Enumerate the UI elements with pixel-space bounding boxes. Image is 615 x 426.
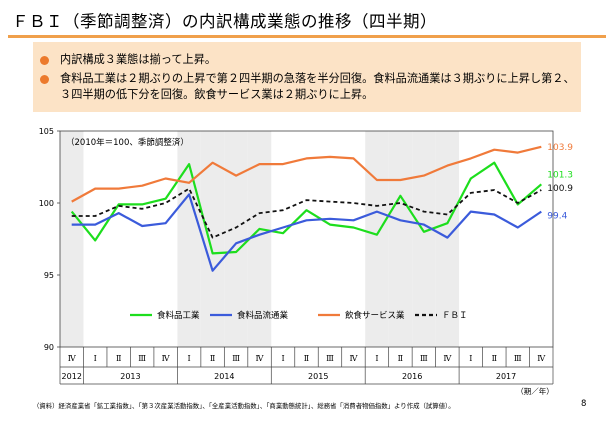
x-tick-label: Ⅱ [116, 354, 121, 363]
y-tick-label: 90 [44, 343, 54, 352]
y-tick-label: 105 [39, 127, 54, 136]
x-tick-label: Ⅱ [398, 354, 403, 363]
summary-box [33, 42, 581, 112]
summary-bullet: 内訳構成３業態は揃って上昇。 [40, 52, 580, 68]
x-axis-title: （期／年） [516, 386, 554, 396]
shaded-band [365, 131, 389, 347]
y-tick-label: 100 [39, 199, 54, 208]
shaded-band [412, 131, 436, 347]
year-label: 2014 [214, 372, 234, 381]
x-tick-label: Ⅳ [537, 354, 546, 363]
shaded-band [224, 131, 248, 347]
source-footnote: （資料）経済産業省「鉱工業指数」、「第３次産業活動指数」、「全産業活動指数」、「… [33, 402, 455, 410]
shaded-band [435, 131, 460, 347]
x-tick-label: Ⅲ [514, 354, 522, 363]
x-tick-label: Ⅲ [326, 354, 334, 363]
x-tick-label: Ⅰ [281, 354, 284, 363]
plot-frame [59, 130, 554, 348]
title-underline [8, 35, 606, 38]
x-tick-label: Ⅰ [375, 354, 378, 363]
year-label: 2013 [120, 372, 140, 381]
shaded-band [247, 131, 272, 347]
year-label: 2016 [402, 372, 422, 381]
x-tick-label: Ⅰ [188, 354, 191, 363]
shaded-band [388, 131, 413, 347]
year-label: 2012 [62, 372, 82, 381]
page-number: 8 [581, 399, 587, 409]
bullet-text: 食料品工業は２期ぶりの上昇で第２四半期の急落を半分回復。食料品流通業は３期ぶりに… [60, 72, 575, 101]
x-tick-label: Ⅲ [232, 354, 240, 363]
series-line [71, 187, 542, 239]
bullet-dot-icon [40, 75, 49, 84]
legend-label: 飲食サービス業 [345, 310, 405, 321]
legend-label: 食料品工業 [157, 310, 200, 321]
x-tick-label: Ⅳ [162, 354, 171, 363]
x-tick-label: Ⅲ [138, 354, 146, 363]
x-tick-label: Ⅱ [210, 354, 215, 363]
end-value-label: 103.9 [547, 143, 573, 153]
x-tick-label: Ⅳ [68, 354, 77, 363]
legend-label: ＦＢＩ [442, 311, 468, 321]
end-value-label: 101.3 [547, 170, 573, 180]
shaded-band [200, 131, 225, 347]
y-tick-label: 95 [44, 271, 54, 280]
end-value-label: 100.9 [547, 184, 573, 194]
year-label: 2015 [308, 372, 328, 381]
x-tick-label: Ⅳ [443, 354, 452, 363]
year-label: 2017 [496, 372, 516, 381]
series-line [71, 193, 542, 272]
x-tick-label: Ⅱ [492, 354, 497, 363]
shaded-band [60, 131, 84, 347]
series-line [70, 161, 543, 255]
legend-label: 食料品流通業 [237, 310, 289, 321]
x-tick-label: Ⅲ [420, 354, 428, 363]
unit-note: （2010年＝100、季節調整済） [66, 137, 189, 148]
summary-bullet: 食料品工業は２期ぶりの上昇で第２四半期の急落を半分回復。食料品流通業は３期ぶりに… [40, 71, 580, 103]
x-tick-label: Ⅰ [94, 354, 97, 363]
x-tick-label: Ⅱ [304, 354, 309, 363]
bullet-dot-icon [40, 56, 49, 65]
x-tick-label: Ⅳ [349, 354, 358, 363]
series-line [71, 145, 542, 203]
x-tick-label: Ⅰ [469, 354, 472, 363]
bullet-text: 内訳構成３業態は揃って上昇。 [60, 53, 217, 66]
page-title: ＦＢＩ（季節調整済）の内訳構成業態の推移（四半期） [12, 12, 437, 31]
end-value-label: 99.4 [547, 212, 567, 222]
x-tick-label: Ⅳ [256, 354, 265, 363]
